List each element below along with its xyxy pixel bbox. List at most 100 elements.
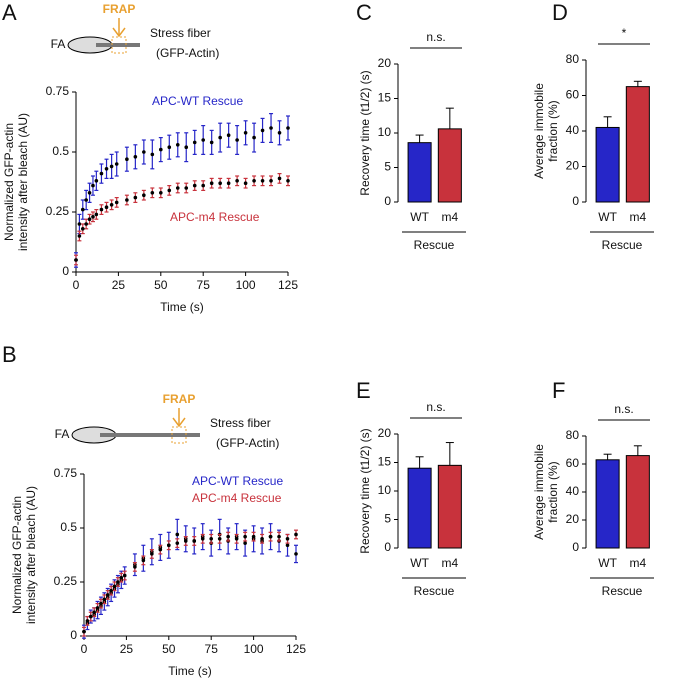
y-tick-label: 0.25 bbox=[54, 574, 78, 588]
data-point bbox=[201, 183, 205, 188]
bar bbox=[437, 464, 462, 549]
panel-label: C bbox=[356, 0, 372, 25]
data-point bbox=[87, 191, 92, 195]
error-bar bbox=[603, 116, 612, 128]
data-point bbox=[167, 543, 171, 548]
data-point bbox=[94, 212, 99, 217]
y-axis-label: fraction (%) bbox=[546, 461, 560, 522]
x-tick-label: 50 bbox=[162, 642, 176, 656]
data-point bbox=[119, 575, 124, 580]
data-point bbox=[104, 167, 109, 171]
data-point bbox=[183, 539, 188, 543]
legend-label: APC-WT Rescue bbox=[192, 474, 283, 488]
data-point bbox=[286, 179, 290, 183]
error-bar bbox=[445, 442, 454, 466]
x-tick-label: WT bbox=[598, 210, 617, 224]
data-point bbox=[285, 537, 290, 541]
group-label: Rescue bbox=[414, 238, 455, 252]
data-point bbox=[109, 203, 114, 207]
y-axis-label: intensity after bleach (AU) bbox=[24, 486, 38, 624]
data-point bbox=[277, 131, 282, 135]
data-point bbox=[94, 179, 99, 183]
y-tick-label: 0.5 bbox=[52, 144, 69, 158]
x-tick-label: 125 bbox=[278, 278, 298, 292]
error-bar bbox=[633, 80, 642, 87]
fiber-label: Stress fiber bbox=[210, 416, 271, 430]
error-bar bbox=[415, 456, 424, 469]
y-axis-label: intensity after bleach (AU) bbox=[16, 113, 30, 251]
fiber-label: Stress fiber bbox=[150, 26, 211, 40]
data-point bbox=[184, 145, 189, 149]
y-axis-label: Recovery time (t1/2) (s) bbox=[358, 428, 372, 553]
data-point bbox=[158, 547, 163, 552]
group-label: Rescue bbox=[602, 238, 643, 252]
data-point bbox=[85, 619, 90, 623]
x-tick-label: 25 bbox=[120, 642, 134, 656]
panel-label: B bbox=[2, 342, 17, 367]
data-point bbox=[116, 580, 120, 584]
x-tick-label: 50 bbox=[154, 278, 168, 292]
x-tick-label: 125 bbox=[286, 642, 306, 656]
data-point bbox=[200, 537, 205, 541]
panel-label: E bbox=[356, 378, 371, 403]
data-point bbox=[243, 534, 247, 539]
frap-arrowhead bbox=[172, 417, 186, 428]
data-point bbox=[109, 164, 114, 169]
y-tick-label: 80 bbox=[566, 52, 580, 66]
bar bbox=[407, 142, 432, 203]
x-axis-label: Time (s) bbox=[160, 300, 204, 314]
data-point bbox=[141, 558, 146, 563]
y-axis-label: Normalized GFP-actin bbox=[10, 496, 24, 614]
y-tick-label: 0 bbox=[384, 194, 391, 208]
y-tick-label: 0 bbox=[572, 194, 579, 208]
data-point bbox=[88, 614, 93, 619]
data-point bbox=[99, 171, 104, 176]
data-point bbox=[235, 138, 239, 142]
data-point bbox=[209, 181, 214, 185]
fiber-label: (GFP-Actin) bbox=[156, 46, 219, 60]
x-tick-label: 75 bbox=[205, 642, 219, 656]
data-point bbox=[226, 181, 231, 185]
data-point bbox=[150, 191, 155, 195]
data-point bbox=[269, 126, 273, 130]
y-tick-label: 10 bbox=[378, 483, 392, 497]
error-bar bbox=[603, 453, 612, 460]
y-axis-label: Average immobile bbox=[532, 444, 546, 540]
y-tick-label: 0 bbox=[384, 540, 391, 554]
data-point bbox=[133, 155, 138, 159]
fa-label: FA bbox=[55, 427, 70, 441]
data-point bbox=[285, 543, 290, 548]
group-label: Rescue bbox=[414, 584, 455, 598]
y-tick-label: 40 bbox=[566, 123, 580, 137]
data-point bbox=[92, 610, 96, 615]
bar bbox=[625, 455, 650, 549]
y-tick-label: 20 bbox=[566, 512, 580, 526]
data-point bbox=[80, 227, 85, 231]
data-point bbox=[260, 179, 265, 183]
significance-label: n.s. bbox=[426, 400, 445, 414]
data-point bbox=[217, 537, 222, 541]
frap-arrowhead bbox=[112, 27, 126, 38]
bar bbox=[407, 467, 432, 549]
data-point bbox=[74, 258, 78, 262]
bar bbox=[595, 459, 620, 549]
x-axis-label: Time (s) bbox=[168, 664, 212, 678]
data-point bbox=[105, 593, 110, 597]
x-tick-label: 100 bbox=[244, 642, 264, 656]
data-point bbox=[167, 188, 172, 193]
y-tick-label: 5 bbox=[384, 160, 391, 174]
data-point bbox=[175, 532, 180, 537]
y-tick-label: 60 bbox=[566, 88, 580, 102]
data-point bbox=[99, 601, 103, 606]
x-tick-label: 25 bbox=[112, 278, 126, 292]
data-point bbox=[175, 186, 180, 190]
data-point bbox=[95, 606, 100, 610]
data-point bbox=[91, 183, 95, 188]
data-point bbox=[260, 128, 265, 133]
data-point bbox=[114, 200, 119, 205]
group-label: Rescue bbox=[602, 584, 643, 598]
data-point bbox=[269, 179, 273, 183]
x-tick-label: WT bbox=[410, 556, 429, 570]
bar bbox=[625, 86, 650, 203]
